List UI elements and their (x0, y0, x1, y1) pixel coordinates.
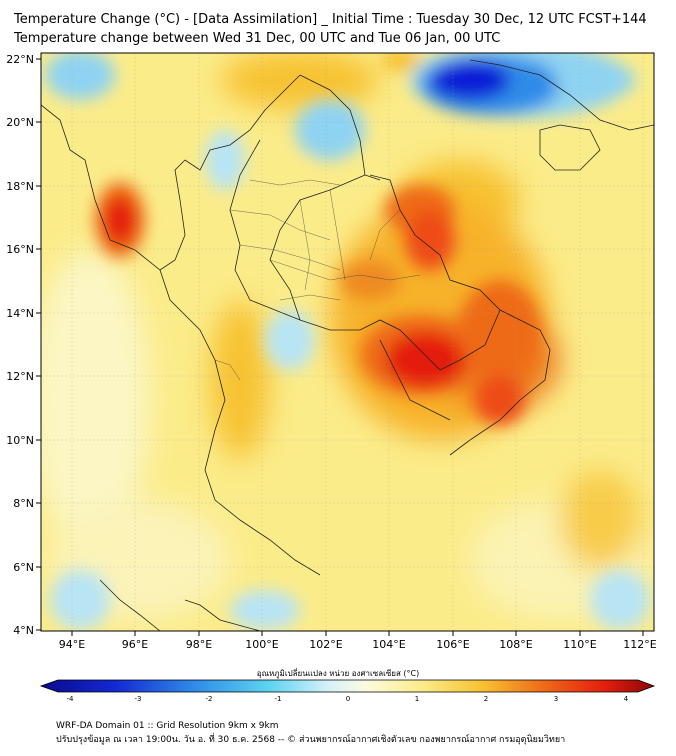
lat-label-4n: 4°N (13, 624, 34, 637)
colorbar-tick: 3 (554, 695, 558, 703)
colorbar-tick: -4 (67, 695, 75, 703)
lat-label-16n: 16°N (6, 243, 34, 256)
lon-label-104e: 104°E (372, 638, 405, 651)
lon-label-94e: 94°E (59, 638, 85, 651)
colorbar-tick: -3 (135, 695, 142, 703)
colorbar-tick: 0 (346, 695, 350, 703)
lat-label-20n: 20°N (6, 116, 34, 129)
grid-lines (41, 53, 654, 631)
lat-label-12n: 12°N (6, 370, 34, 383)
longitude-axis (71, 631, 644, 636)
colorbar-gradient (39, 679, 656, 693)
lon-label-96e: 96°E (122, 638, 148, 651)
lon-label-110e: 110°E (563, 638, 596, 651)
lat-label-8n: 8°N (13, 497, 34, 510)
country-borders (41, 59, 654, 631)
lon-label-106e: 106°E (436, 638, 469, 651)
lat-label-10n: 10°N (6, 434, 34, 447)
footer-model-info: WRF-DA Domain 01 :: Grid Resolution 9km … (56, 721, 279, 731)
map-title: Temperature Change (°C) - [Data Assimila… (14, 12, 647, 27)
colorbar-tick: -2 (206, 695, 213, 703)
colorbar-tick: 4 (624, 695, 629, 703)
province-borders (214, 179, 421, 381)
colorbar-tick: 1 (415, 695, 419, 703)
footer-update-info: ปรับปรุงข้อมูล ณ เวลา 19:00น. วัน อ. ที่… (56, 735, 566, 745)
lon-label-98e: 98°E (186, 638, 212, 651)
latitude-axis (36, 58, 41, 631)
lat-label-18n: 18°N (6, 180, 34, 193)
map-subtitle: Temperature change between Wed 31 Dec, 0… (14, 31, 501, 46)
colorbar-tick: 2 (484, 695, 488, 703)
colorbar: -4 -3 -2 -1 0 1 2 3 4 (39, 679, 656, 703)
lon-label-108e: 108°E (499, 638, 532, 651)
colorbar-tick: -1 (275, 695, 282, 703)
lon-label-100e: 100°E (245, 638, 278, 651)
colorbar-label: อุณหภูมิเปลี่ยนแปลง หน่วย องศาเซลเซียส (… (256, 669, 420, 678)
temperature-field (41, 53, 654, 631)
lat-label-22n: 22°N (6, 53, 34, 66)
map-frame (40, 52, 655, 632)
lat-label-14n: 14°N (6, 307, 34, 320)
lon-label-112e: 112°E (623, 638, 656, 651)
lat-label-6n: 6°N (13, 561, 34, 574)
lon-label-102e: 102°E (309, 638, 342, 651)
